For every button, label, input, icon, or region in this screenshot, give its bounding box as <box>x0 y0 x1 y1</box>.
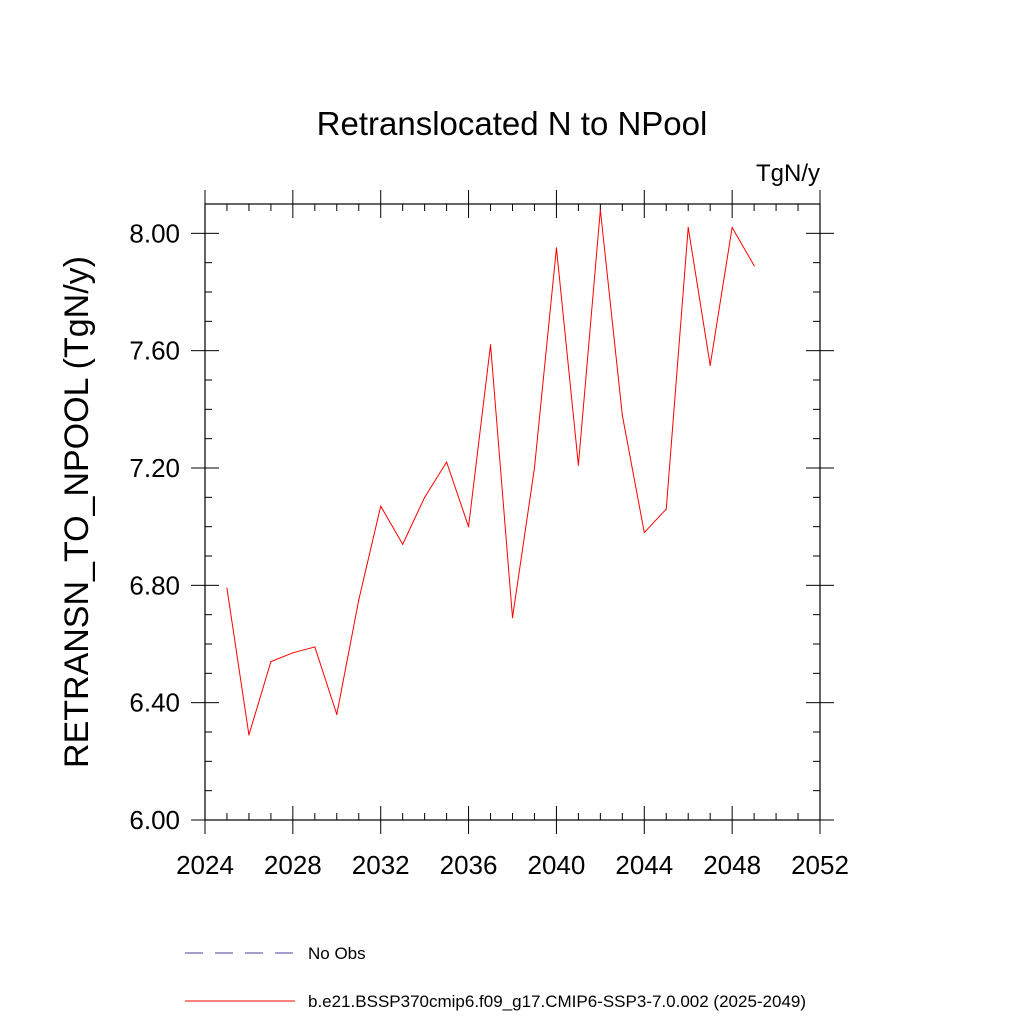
data-point <box>621 414 623 416</box>
y-axis-ticks <box>191 203 834 821</box>
data-point <box>687 226 689 229</box>
data-point <box>643 531 645 534</box>
y-tick-label: 8.00 <box>129 218 180 248</box>
data-point <box>577 464 579 466</box>
x-axis-tick-labels: 2024 2028 2032 2036 2040 2044 2048 2052 <box>176 850 849 880</box>
data-point <box>665 508 667 510</box>
data-point <box>226 587 228 589</box>
data-point <box>270 661 272 663</box>
x-tick-label: 2040 <box>528 850 586 880</box>
y-tick-label: 7.60 <box>129 336 180 366</box>
data-point <box>314 646 316 648</box>
x-tick-label: 2052 <box>791 850 849 880</box>
series-layer <box>226 209 755 736</box>
y-tick-label: 6.40 <box>129 688 180 718</box>
data-point <box>424 496 426 498</box>
legend: No Obs b.e21.BSSP370cmip6.f09_g17.CMIP6-… <box>185 944 806 1011</box>
plot-frame <box>204 203 821 821</box>
data-point <box>489 344 492 346</box>
data-point <box>402 543 404 545</box>
data-point <box>380 505 382 507</box>
legend-no-obs-label: No Obs <box>308 944 366 963</box>
x-tick-label: 2036 <box>440 850 498 880</box>
data-point <box>292 652 294 654</box>
series-line <box>226 209 755 736</box>
y-tick-label: 6.80 <box>129 570 180 600</box>
x-tick-label: 2032 <box>352 850 410 880</box>
data-point <box>753 265 755 267</box>
data-point <box>555 247 558 249</box>
y-tick-label: 6.00 <box>129 805 180 835</box>
data-point <box>467 526 470 528</box>
data-point <box>358 599 360 601</box>
data-point <box>599 209 601 211</box>
data-point <box>731 226 733 229</box>
y-axis-label: RETRANSN_TO_NPOOL (TgN/y) <box>58 256 96 768</box>
legend-series-label: b.e21.BSSP370cmip6.f09_g17.CMIP6-SSP3-7.… <box>308 992 806 1011</box>
x-tick-label: 2044 <box>615 850 673 880</box>
data-point <box>709 364 711 366</box>
data-point <box>248 734 250 736</box>
units-label: TgN/y <box>756 160 820 187</box>
y-tick-label: 7.20 <box>129 453 180 483</box>
x-tick-label: 2028 <box>264 850 322 880</box>
data-point <box>533 467 536 469</box>
data-point <box>336 713 338 716</box>
data-point <box>446 461 448 463</box>
x-tick-label: 2024 <box>176 850 234 880</box>
data-point <box>511 617 514 619</box>
y-axis-tick-labels: 6.00 6.40 6.80 7.20 7.60 8.00 <box>129 218 180 835</box>
x-tick-label: 2048 <box>703 850 761 880</box>
x-axis-ticks <box>204 190 821 834</box>
chart-title: Retranslocated N to NPool <box>317 105 708 142</box>
